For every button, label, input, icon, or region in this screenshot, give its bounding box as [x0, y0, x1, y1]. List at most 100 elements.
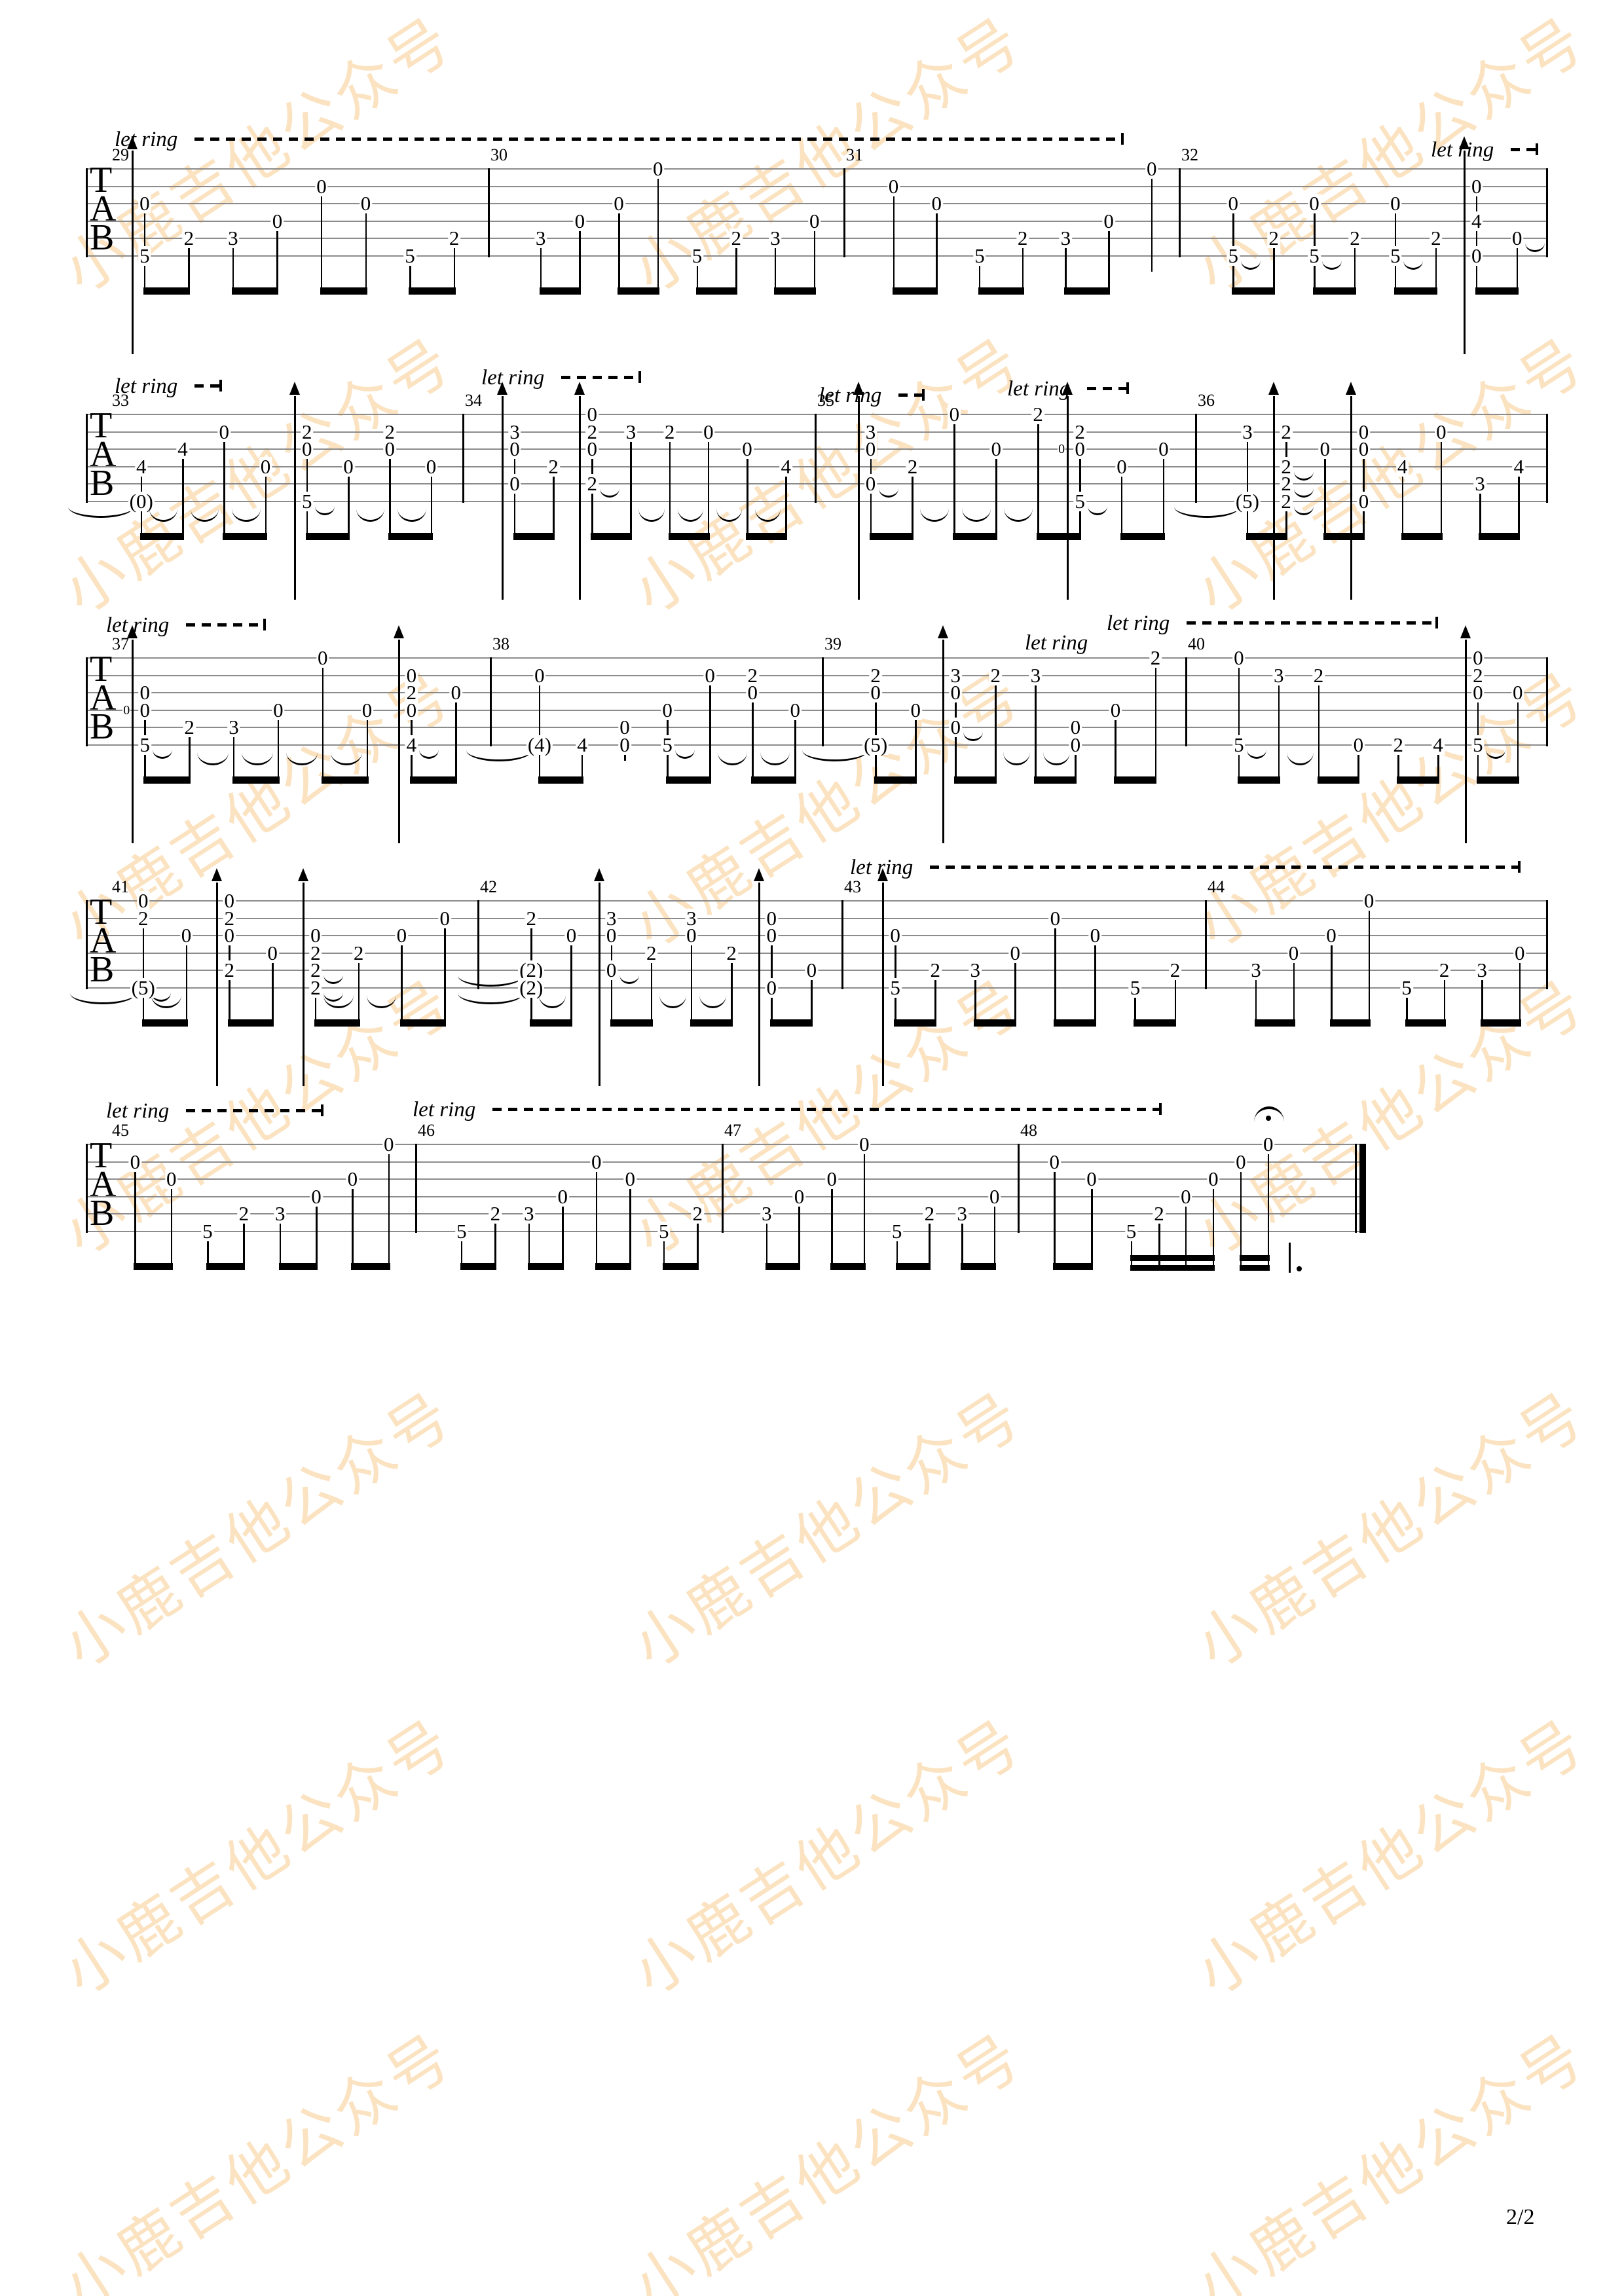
strum-arrow-head-icon — [496, 382, 507, 395]
eighth-beam — [1397, 776, 1440, 784]
strum-arrow-head-icon — [126, 136, 138, 149]
sustain-arc — [286, 752, 318, 765]
staff-line — [86, 483, 1547, 484]
note-stem — [277, 712, 280, 784]
let-ring-label: let ring — [413, 1098, 476, 1121]
measure-barline — [462, 414, 464, 503]
measure-barline — [488, 168, 490, 257]
sustain-arc — [330, 752, 362, 765]
eighth-beam — [1401, 533, 1443, 540]
tab-note-fret: 2 — [525, 906, 538, 930]
eighth-beam — [974, 1019, 1017, 1027]
tab-note-fret: 2 — [447, 227, 461, 249]
sixteenth-beam-lower — [1239, 1265, 1270, 1271]
strum-arrow-line — [1350, 396, 1353, 600]
staff-line — [86, 935, 1547, 936]
tab-note-fret: 0 — [164, 1167, 178, 1190]
let-ring-label: let ring — [850, 856, 913, 879]
note-stem — [1278, 678, 1280, 784]
measure-number: 39 — [824, 634, 841, 653]
tab-note-fret: 0 — [405, 698, 418, 721]
sustain-arc — [191, 509, 219, 522]
measure-number: 33 — [112, 391, 129, 410]
tab-note-fret: 0 — [858, 1133, 871, 1156]
staff-line — [86, 255, 1547, 257]
note-stem — [1134, 990, 1136, 1027]
eighth-beam — [320, 287, 367, 295]
tab-note-fret: 5 — [1073, 489, 1086, 513]
strum-arrow-head-icon — [938, 625, 949, 638]
note-stem — [223, 434, 225, 540]
fermata-dot-icon — [1265, 1116, 1271, 1121]
note-stem — [1075, 730, 1077, 784]
watermark-text: 小鹿吉他公众号 — [52, 1379, 466, 1681]
watermark-text: 小鹿吉他公众号 — [621, 1379, 1035, 1681]
eighth-beam — [895, 1263, 931, 1270]
tab-note-fret: 0 — [1435, 420, 1448, 443]
tab-note-fret: 0 — [556, 1184, 570, 1208]
tab-note-fret: 2 — [223, 958, 236, 981]
staff-line — [86, 952, 1547, 954]
tab-note-fret: 5 — [690, 244, 704, 267]
tab-note-fret: 3 — [1249, 958, 1263, 981]
eighth-beam — [351, 1263, 390, 1270]
strum-arrow-line — [882, 883, 885, 1086]
sustain-arc — [232, 509, 261, 522]
tab-note-fret: 0 — [1207, 1167, 1220, 1190]
let-ring-end-tick — [1159, 1103, 1162, 1115]
let-ring-dash-line — [930, 866, 1518, 869]
measure-barline — [1195, 414, 1197, 503]
system-end-barline — [1546, 657, 1548, 746]
note-stem — [1363, 434, 1365, 540]
watermark-text: 小鹿吉他公众号 — [52, 1707, 466, 2008]
note-stem — [411, 678, 413, 784]
note-stem — [953, 417, 955, 540]
staff-line — [86, 1178, 1365, 1180]
grace-note-fret: 0 — [122, 702, 131, 718]
tab-note-fret: 0 — [1471, 681, 1485, 704]
note-stem — [766, 1216, 768, 1270]
tab-note-fret: 5 — [1308, 244, 1321, 267]
final-dotted-stem — [1289, 1243, 1291, 1273]
let-ring-label: let ring — [819, 384, 882, 407]
note-stem — [1035, 678, 1037, 784]
tie-arc — [1485, 750, 1505, 759]
let-ring-dash-line — [194, 384, 219, 388]
note-stem — [562, 1199, 564, 1270]
sustain-arc — [197, 752, 229, 765]
tab-note-fret: 2 — [691, 1202, 704, 1225]
note-stem — [1054, 1164, 1056, 1270]
eighth-beam — [139, 533, 184, 540]
note-stem — [279, 1216, 282, 1270]
note-stem — [1331, 938, 1333, 1027]
note-stem — [650, 955, 653, 1027]
measure-number: 38 — [492, 634, 509, 653]
tab-note-fret: 5 — [973, 244, 986, 267]
tie-arc — [323, 975, 343, 984]
tab-note-fret: 0 — [1115, 454, 1128, 478]
tab-note-fret: 5 — [1471, 733, 1485, 756]
final-barline-thick — [1359, 1144, 1366, 1233]
tab-note-fret: 0 — [909, 698, 922, 721]
measure-number: 40 — [1188, 634, 1205, 653]
tab-note-fret: 0 — [1179, 1184, 1192, 1208]
eighth-beam — [978, 287, 1024, 295]
tab-note-fret: 0 — [741, 437, 754, 460]
tab-note-fret: 0 — [765, 924, 778, 947]
tab-note-fret: 2 — [929, 958, 942, 981]
eighth-beam — [591, 533, 633, 540]
staff-line — [86, 692, 1547, 693]
tab-note-fret: 0 — [533, 663, 546, 687]
tab-note-fret: 2 — [1437, 958, 1451, 981]
tab-note-fret: 3 — [1029, 663, 1043, 687]
note-stem — [188, 241, 190, 295]
tab-note-fret: 3 — [1059, 227, 1073, 249]
measure-barline — [86, 168, 88, 257]
note-stem — [697, 1216, 699, 1270]
tab-note-fret: 3 — [1241, 420, 1254, 443]
tab-note-fret: 0 — [266, 941, 279, 964]
let-ring-dash-line — [1511, 148, 1536, 151]
eighth-beam — [1481, 1019, 1521, 1027]
note-stem — [875, 678, 877, 784]
tab-note-fret: 0 — [1048, 1150, 1061, 1173]
